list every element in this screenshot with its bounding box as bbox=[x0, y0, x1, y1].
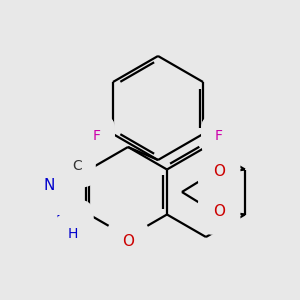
Text: O: O bbox=[213, 164, 225, 179]
Text: F: F bbox=[93, 129, 101, 143]
Text: NH: NH bbox=[56, 215, 79, 230]
Text: O: O bbox=[122, 235, 134, 250]
Text: H: H bbox=[68, 227, 78, 242]
Text: C: C bbox=[72, 160, 82, 173]
Text: F: F bbox=[215, 129, 223, 143]
Text: O: O bbox=[213, 205, 225, 220]
Text: F: F bbox=[93, 129, 101, 143]
Text: F: F bbox=[215, 129, 223, 143]
Text: N: N bbox=[44, 178, 55, 193]
